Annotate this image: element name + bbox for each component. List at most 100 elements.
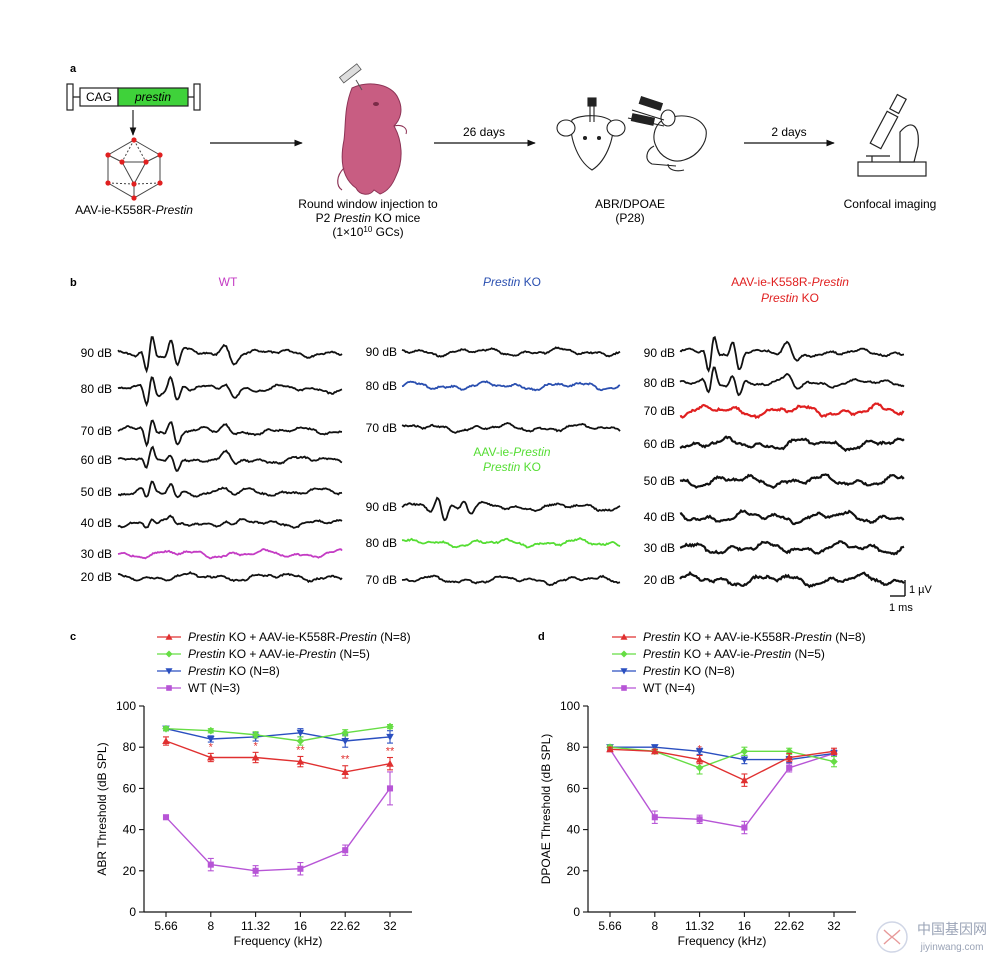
mouse-pup-icon [337,63,407,195]
level-label-wt-3: 60 dB [81,453,112,467]
waveform-wt-6 [117,548,343,560]
legend-marker-1 [165,650,173,658]
point-AAV-4 [341,728,349,737]
abr-mouse-icon [556,97,626,171]
level-label-k558r-1: 80 dB [644,376,675,390]
waveform-k558r-4 [679,473,905,490]
legend-label-3: WT (N=3) [188,681,240,695]
point-AAV-0 [162,724,170,733]
point-KO-4 [341,737,349,745]
y-tick-label-3: 60 [567,781,581,795]
point-K558R-5 [830,747,838,755]
level-label-k558r-0: 90 dB [644,346,675,360]
waveform-wt-1 [117,375,343,408]
y-tick-label-5: 100 [116,699,136,713]
x-tick-label-1: 8 [651,919,658,933]
waveform-aav-2 [401,574,621,587]
gene-construct: CAG prestin [66,83,201,136]
testing-caption: ABR/DPOAE (P28) [595,197,665,225]
x-tick-label-5: 32 [383,919,397,933]
vector-name: AAV-ie-K558R-Prestin [75,203,193,217]
waveform-wt-5 [117,514,343,529]
y-tick-label-1: 20 [567,864,581,878]
title-wt: WT [219,275,238,289]
level-label-wt-1: 80 dB [81,382,112,396]
point-WT-0 [162,814,170,821]
level-label-aav-2: 70 dB [366,573,397,587]
point-WT-4 [342,847,349,854]
y-tick-label-5: 100 [560,699,580,713]
legend-marker-3 [166,685,172,691]
point-WT-3 [741,824,748,831]
waveform-k558r-7 [679,570,905,589]
panel-a: a CAG prestin [66,63,936,239]
legend-label-3: WT (N=4) [643,681,695,695]
svg-text:ABR/DPOAE: ABR/DPOAE [595,197,665,211]
svg-text:P2 Prestin KO mice: P2 Prestin KO mice [316,211,421,225]
level-label-wt-7: 20 dB [81,570,112,584]
panel-label-b: b [70,277,77,289]
point-KO-5 [386,733,394,741]
waveform-k558r-6 [679,540,905,556]
title-aav-line2: Prestin KO [483,460,541,474]
series-line-K558R [165,740,391,773]
waveform-k558r-2 [679,402,905,420]
point-K558R-4 [785,753,793,761]
title-prestin-ko: Prestin KO [483,275,541,289]
level-label-aav-1: 80 dB [366,536,397,550]
svg-text:(1×1010 GCs): (1×1010 GCs) [332,225,403,239]
point-K558R-2 [251,753,260,761]
point-WT-2 [696,816,703,823]
legend-label-0: Prestin KO + AAV-ie-K558R-Prestin (N=8) [643,630,866,644]
point-K558R-5 [386,759,394,767]
point-KO-3 [740,756,749,764]
significance-K558R-3: ** [296,744,305,756]
waveform-ko-2 [401,422,621,434]
point-AAV-5 [830,757,838,766]
panel-d: d Prestin KO + AAV-ie-K558R-Prestin (N=8… [538,630,866,948]
waveform-k558r-5 [679,508,905,526]
level-label-aav-0: 90 dB [366,500,397,514]
waveform-wt-0 [117,336,343,374]
level-label-k558r-4: 50 dB [644,474,675,488]
legend-marker-2 [165,668,173,675]
x-tick-label-3: 16 [738,919,752,933]
level-label-wt-5: 40 dB [81,516,112,530]
svg-text:Round window injection to: Round window injection to [298,197,438,211]
y-axis-label: DPOAE Threshold (dB SPL) [539,734,553,885]
y-tick-label-0: 0 [129,905,136,919]
legend-c: Prestin KO + AAV-ie-K558R-Prestin (N=8) P… [157,630,411,695]
legend-marker-0 [620,633,628,640]
significance-K558R-2: * [253,740,258,752]
chart-dpoae: 0 20 40 60 80 100 5.66 8 11.32 16 22.62 32 Frequency… [539,699,856,948]
x-axis-label: Frequency (kHz) [678,934,767,948]
y-tick-label-0: 0 [573,905,580,919]
level-label-wt-0: 90 dB [81,346,112,360]
legend-marker-3 [621,685,627,691]
level-label-wt-6: 30 dB [81,547,112,561]
x-tick-label-0: 5.66 [598,919,622,933]
legend-label-2: Prestin KO (N=8) [188,664,280,678]
point-WT-5 [386,785,394,792]
point-K558R-0 [162,737,170,745]
waveform-aav-1 [401,537,621,549]
scale-bar: 1 µV 1 ms [889,580,933,614]
legend-label-2: Prestin KO (N=8) [643,664,735,678]
series-line-K558R [609,748,835,781]
scale-amp: 1 µV [909,584,933,596]
significance-K558R-4: ** [341,754,350,766]
legend-d: Prestin KO + AAV-ie-K558R-Prestin (N=8) P… [612,630,866,695]
y-axis-label: ABR Threshold (dB SPL) [95,742,109,875]
arrow-label-2-days: 2 days [771,125,806,139]
series-line-WT [165,787,391,872]
level-label-k558r-6: 30 dB [644,541,675,555]
injection-caption: Round window injection to P2 Prestin KO … [298,197,438,239]
point-AAV-2 [251,731,260,739]
promoter-label: CAG [86,90,112,104]
svg-text:(P28): (P28) [615,211,644,225]
level-label-k558r-3: 60 dB [644,437,675,451]
y-tick-label-2: 40 [123,823,137,837]
gene-label: prestin [134,90,171,104]
legend-marker-2 [620,668,628,675]
x-tick-label-2: 11.32 [685,919,714,933]
